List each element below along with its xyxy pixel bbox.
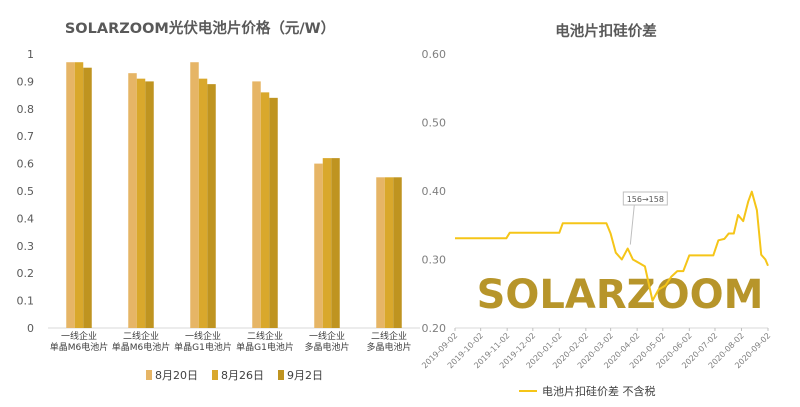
annotation-box [622,191,668,206]
bar-legend: 8月20日 8月26日 9月2日 [146,369,323,382]
bar-chart-title: SOLARZOOM光伏电池片价格（元/W） [65,19,335,37]
bar-x-tick-label: 一线企业 [309,330,345,342]
bar-y-tick-label: 0.5 [17,185,35,198]
bar-x-axis: 一线企业单晶M6电池片二线企业单晶M6电池片一线企业单晶G1电池片二线企业单晶G… [50,330,412,353]
bar-y-tick-label: 0.2 [17,267,35,280]
bar-legend-swatch [146,370,152,380]
bar-1-6 [376,177,385,328]
bar-1-3 [190,62,199,328]
bar-2-2 [136,78,146,328]
bar-y-tick-label: 0 [27,322,34,335]
line-x-axis: 2019-09-022019-10-022019-11-022019-12-02… [420,327,772,370]
bar-3-6 [393,177,402,328]
line-chart-title: 电池片扣硅价差 [555,22,657,40]
bar-legend-swatch [278,370,284,380]
line-legend: 电池片扣硅价差 不含税 [519,384,656,398]
line-series-group [455,190,769,302]
bar-3-1 [83,67,92,328]
bar-chart: SOLARZOOM光伏电池片价格（元/W） 0 0.1 0.2 0.3 0.4 0.5 0.… [17,19,420,382]
line-legend-label: 电池片扣硅价差 不含税 [542,384,656,398]
bar-legend-swatch [212,370,218,380]
bar-3-3 [207,84,216,328]
bar-1-2 [128,73,137,329]
bar-x-tick-label: 多晶电池片 [304,341,349,353]
bar-3-2 [145,81,154,329]
bar-x-tick-label: 二线企业 [371,330,407,342]
bar-x-tick-label: 二线企业 [123,330,159,342]
bar-2-6 [384,177,394,328]
bar-3-4 [269,97,278,328]
bar-1-4 [252,81,261,329]
bar-x-tick-label: 单晶M6电池片 [112,341,171,353]
line-y-tick-label: 0.60 [422,48,447,61]
bar-y-tick-label: 0.3 [17,240,35,253]
line-y-tick-label: 0.50 [422,117,447,130]
line-chart: 电池片扣硅价差 0.20 0.30 0.40 0.50 0.60 2019-09-022… [420,22,772,398]
bar-y-tick-label: 0.6 [17,158,35,171]
bar-1-5 [314,163,323,328]
bar-y-tick-label: 0.8 [17,103,35,116]
bar-x-tick-label: 多晶电池片 [366,341,411,353]
bar-x-tick-label: 单晶G1电池片 [236,341,294,353]
bar-2-3 [198,78,208,328]
bar-2-5 [322,158,332,328]
bar-y-tick-label: 0.4 [17,212,35,225]
bar-y-axis: 0 0.1 0.2 0.3 0.4 0.5 0.6 0.7 0.8 0.9 1 [17,48,35,335]
bar-x-tick-label: 单晶M6电池片 [50,341,109,353]
bar-series-group [66,62,402,329]
line-annotation: 156→158 [622,191,668,245]
bar-legend-label: 8月26日 [221,369,264,382]
annotation-label: 156→158 [627,195,664,204]
bar-legend-label: 8月20日 [155,369,198,382]
line-y-tick-label: 0.40 [422,185,447,198]
bar-1-1 [66,62,75,328]
bar-y-tick-label: 0.1 [17,295,35,308]
bar-y-tick-label: 1 [27,48,34,61]
annotation-leader-line [629,204,635,245]
line-series-path [455,190,769,302]
line-y-tick-label: 0.20 [422,322,447,335]
bar-2-1 [74,62,84,328]
solarzoom-watermark: SOLARZOOM [477,272,764,318]
line-y-tick-label: 0.30 [422,254,447,267]
bar-3-5 [331,158,340,328]
bar-x-tick-label: 一线企业 [61,330,97,342]
bar-y-tick-label: 0.7 [17,130,35,143]
bar-x-tick-label: 一线企业 [185,330,221,342]
bar-x-tick-label: 单晶G1电池片 [174,341,232,353]
line-y-axis: 0.20 0.30 0.40 0.50 0.60 [422,48,447,335]
bar-x-tick-label: 二线企业 [247,330,283,342]
bar-2-4 [260,92,270,328]
bar-legend-label: 9月2日 [287,369,323,382]
bar-y-tick-label: 0.9 [17,75,35,88]
